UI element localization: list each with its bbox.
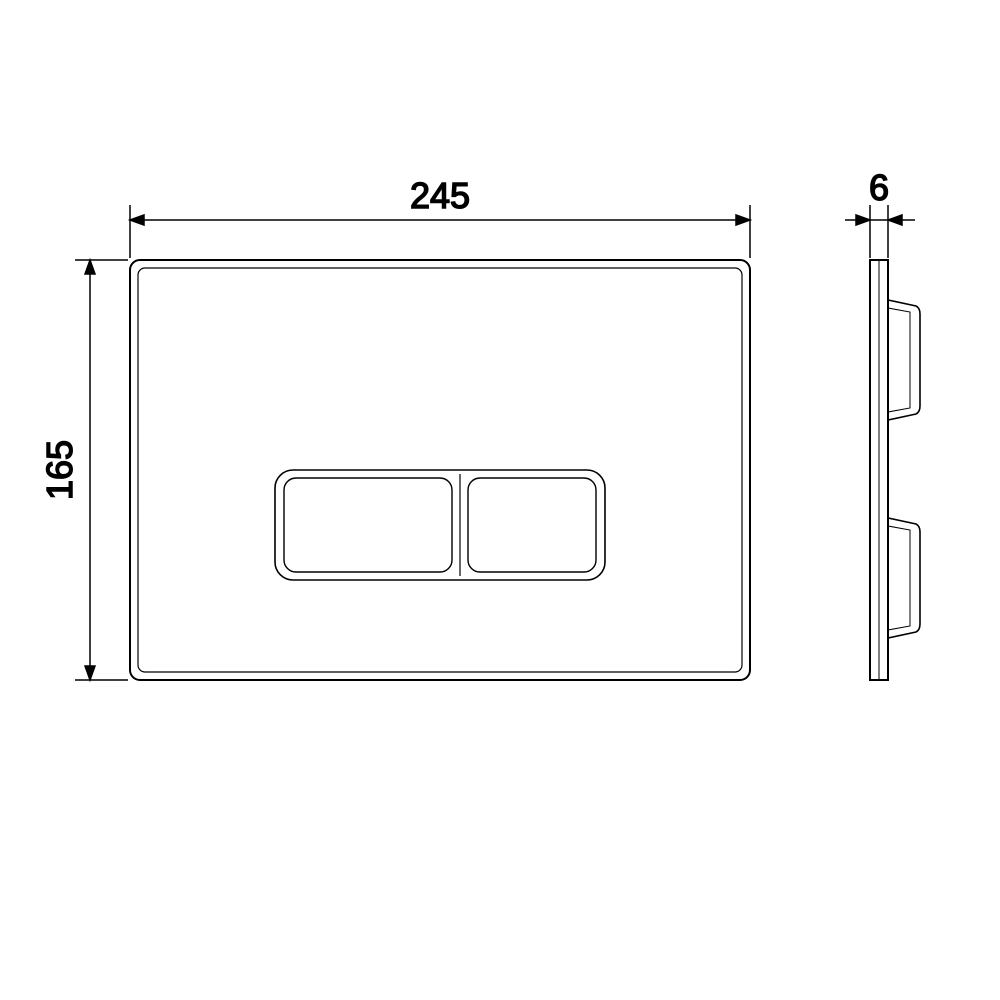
dimension-width: 245 <box>130 175 750 258</box>
flush-button-large <box>284 478 452 572</box>
flush-button-small <box>468 478 596 572</box>
dimension-width-label: 245 <box>410 175 470 216</box>
front-view <box>130 260 750 680</box>
side-button-top <box>888 300 920 420</box>
side-button-bottom <box>888 518 920 638</box>
side-button-bottom-inner <box>888 526 910 630</box>
side-view <box>870 260 920 680</box>
dimension-depth-label: 6 <box>869 167 889 208</box>
dimension-height: 165 <box>39 260 128 680</box>
button-recess <box>275 470 605 580</box>
dimension-height-label: 165 <box>39 440 80 500</box>
side-button-top-inner <box>888 308 910 412</box>
technical-drawing: 245 165 6 <box>0 0 1000 1000</box>
dimension-depth: 6 <box>845 167 915 258</box>
